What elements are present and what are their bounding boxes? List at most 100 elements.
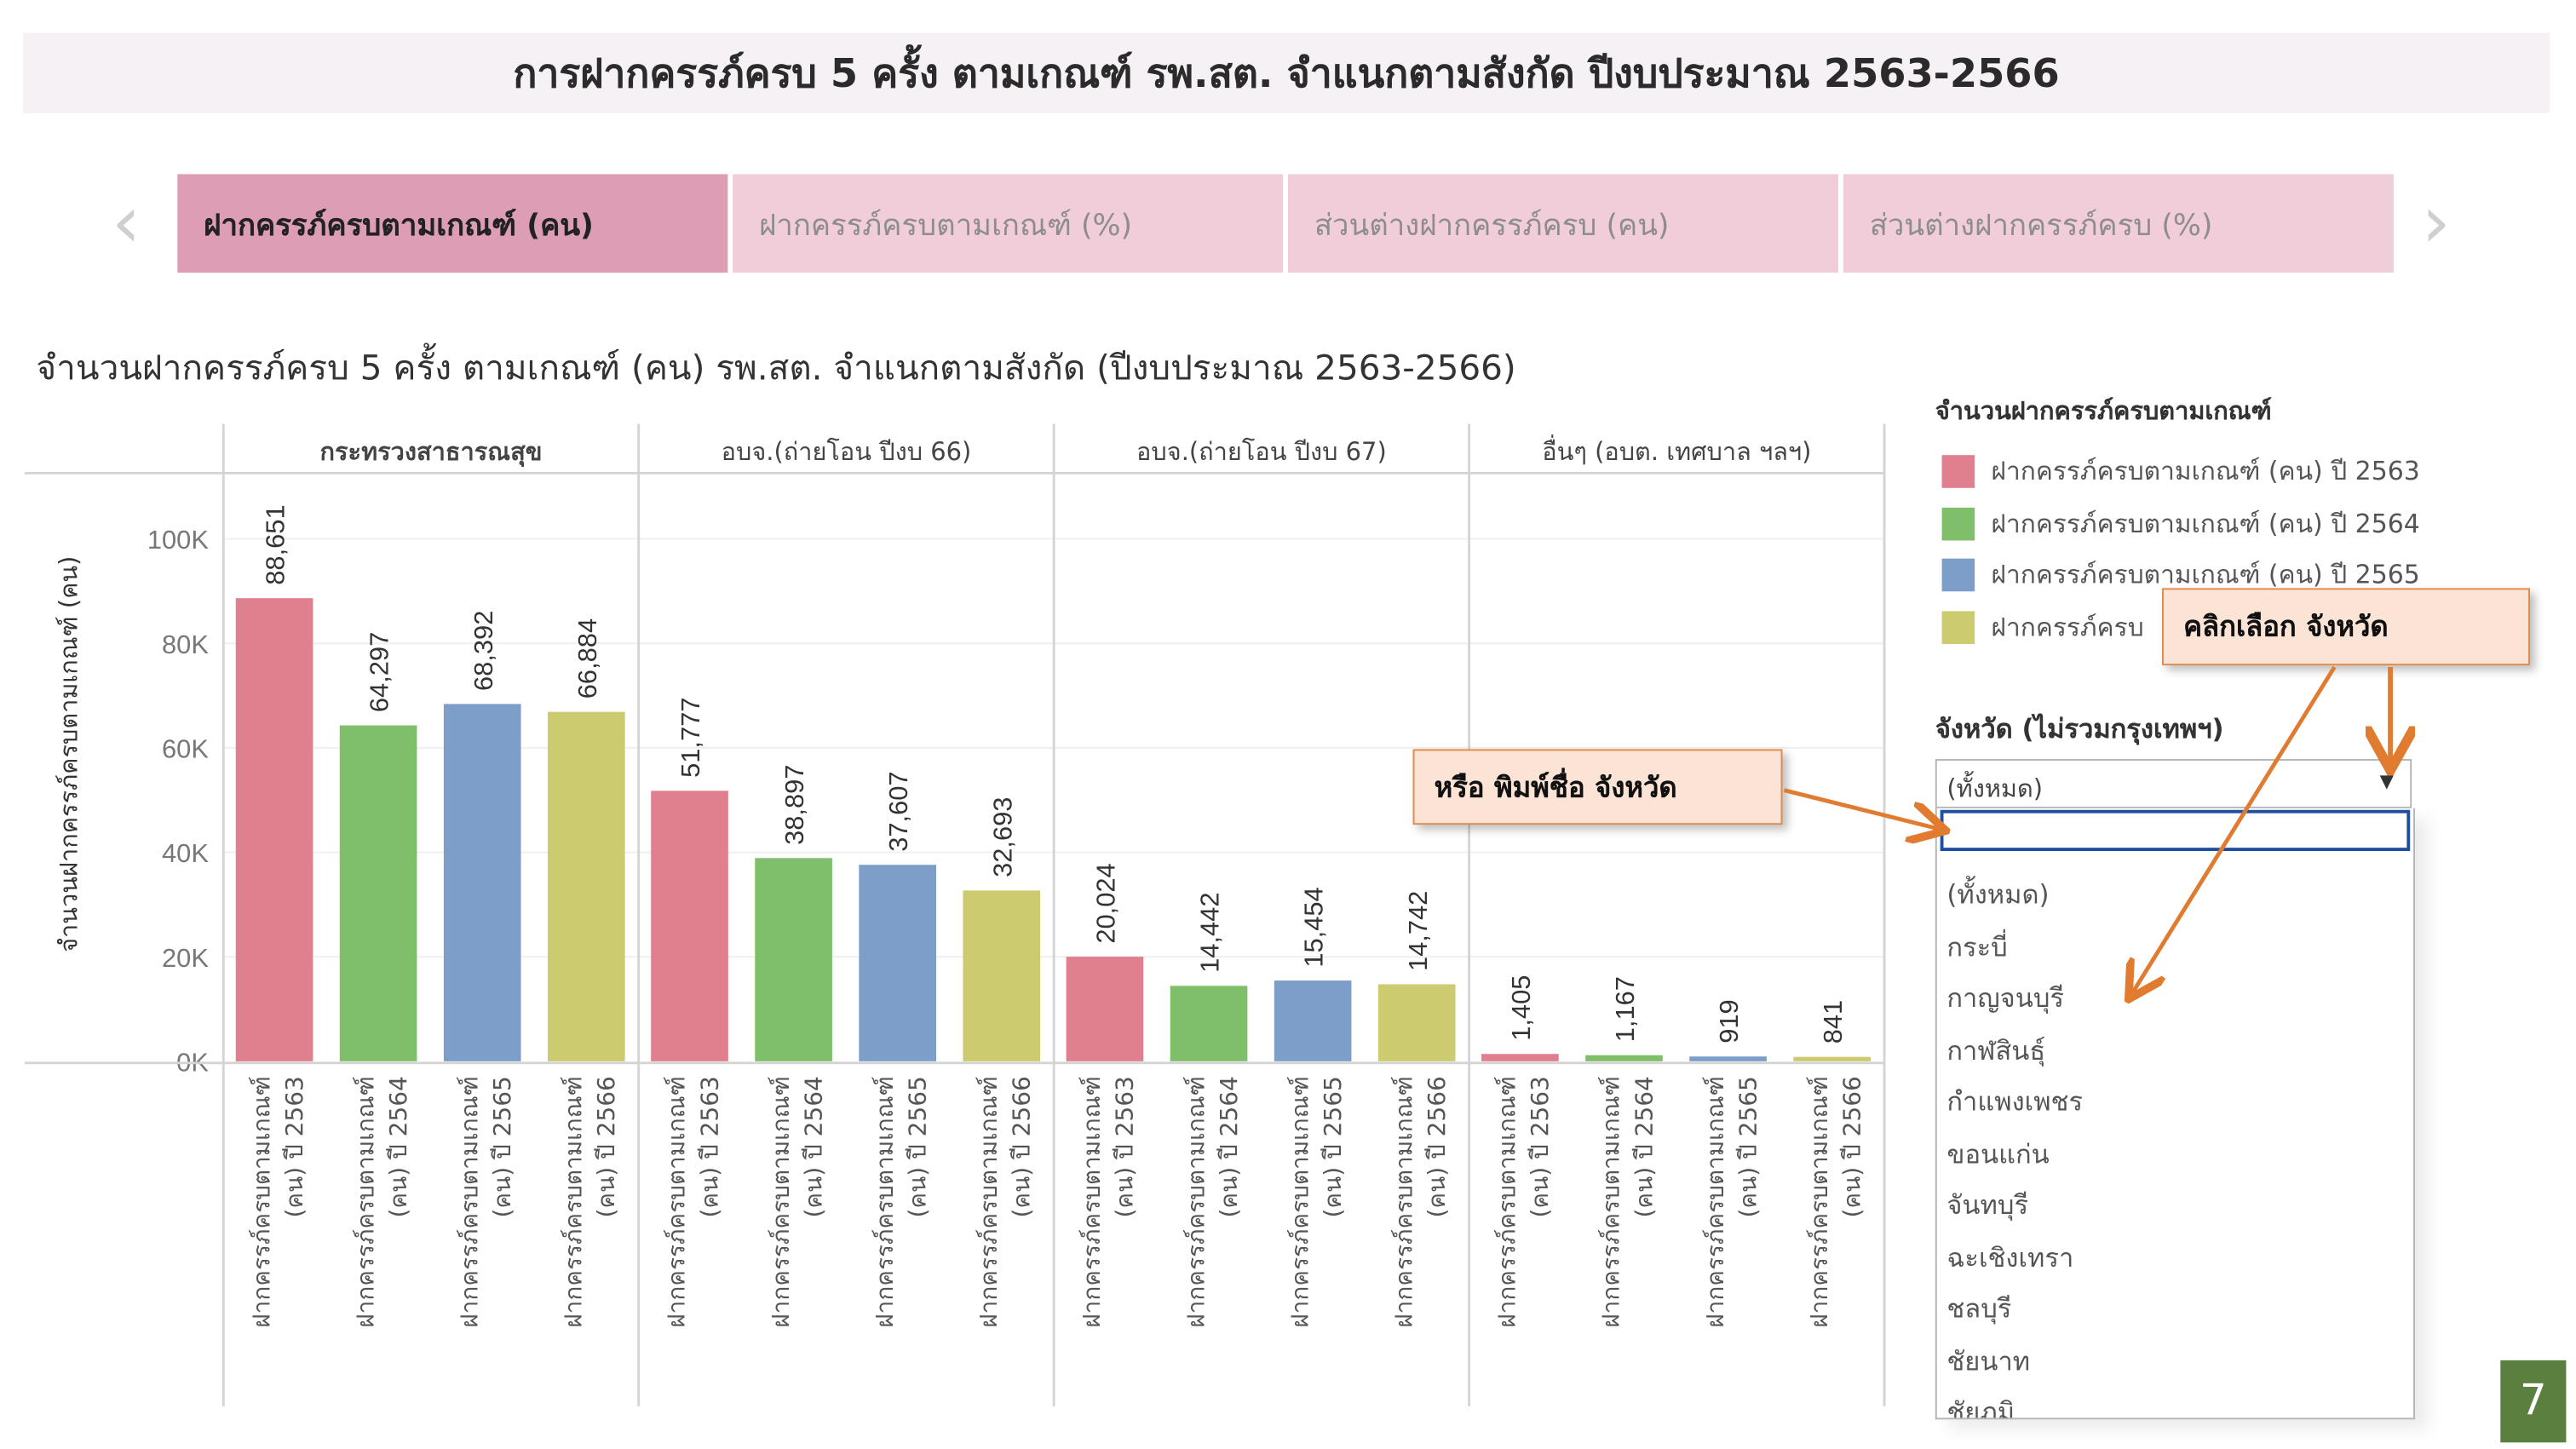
data-label: 66,884 <box>572 618 602 699</box>
panel-header: อื่นๆ (อบต. เทศบาล ฯลฯ) <box>1542 434 1811 466</box>
bar <box>1066 957 1144 1061</box>
province-option[interactable]: ขอนแก่น <box>1946 1137 2050 1170</box>
bar <box>339 725 417 1061</box>
province-option[interactable]: ฉะเชิงเทรา <box>1946 1241 2074 1273</box>
bar <box>1170 986 1248 1061</box>
caret-down-icon[interactable]: ▼ <box>2379 770 2394 792</box>
province-option[interactable]: ชัยนาท <box>1946 1344 2031 1377</box>
province-options: (ทั้งหมด) กระบี่ กาญจนบุรี กาฬสินธุ์ กำแ… <box>1946 871 2084 1420</box>
category-label: ฝากครรภ์ครบตามเกณฑ์ <box>351 1076 379 1328</box>
category-label: (คน) ปี 2566 <box>1423 1076 1451 1217</box>
category-label: (คน) ปี 2566 <box>592 1076 620 1217</box>
category-label: (คน) ปี 2565 <box>903 1076 931 1217</box>
data-label: 32,693 <box>987 797 1017 877</box>
data-label: 64,297 <box>365 632 394 712</box>
category-label: ฝากครรภ์ครบตามเกณฑ์ <box>975 1076 1003 1328</box>
province-option[interactable]: ชัยภูมิ <box>1946 1396 2015 1420</box>
tab-diff-percent[interactable]: ส่วนต่างฝากครรภ์ครบ (%) <box>1843 174 2394 273</box>
category-label: (คน) ปี 2564 <box>799 1076 827 1217</box>
category-label: (คน) ปี 2566 <box>1008 1076 1036 1217</box>
data-label: 88,651 <box>261 504 290 584</box>
data-label: 68,392 <box>469 611 498 691</box>
callout-or-type: หรือ พิมพ์ชื่อ จังหวัด <box>1412 749 1783 825</box>
category-label: ฝากครรภ์ครบตามเกณฑ์ <box>871 1076 899 1328</box>
province-dropdown[interactable]: (ทั้งหมด) ▼ <box>1935 758 2412 808</box>
category-label: ฝากครรภ์ครบตามเกณฑ์ <box>1078 1076 1106 1328</box>
province-option[interactable]: กาญจนบุรี <box>1946 982 2065 1014</box>
legend-item[interactable]: ฝากครรภ์ครบตามเกณฑ์ (คน) ปี 2565 <box>1941 554 2420 595</box>
legend-label: ฝากครรภ์ครบตามเกณฑ์ (คน) ปี 2564 <box>1991 509 2420 539</box>
category-label: ฝากครรภ์ครบตามเกณฑ์ <box>1182 1076 1210 1328</box>
bar <box>1274 980 1352 1061</box>
y-tick-label: 60K <box>162 733 209 763</box>
data-label: 919 <box>1714 999 1744 1043</box>
category-label: ฝากครรภ์ครบตามเกณฑ์ <box>1805 1076 1833 1328</box>
category-label: ฝากครรภ์ครบตามเกณฑ์ <box>1285 1076 1314 1328</box>
data-label: 14,442 <box>1195 893 1225 973</box>
province-search-input[interactable] <box>1940 809 2411 851</box>
category-label: (คน) ปี 2563 <box>1111 1076 1139 1217</box>
tab-percent[interactable]: ฝากครรภ์ครบตามเกณฑ์ (%) <box>733 174 1284 273</box>
y-tick-label: 80K <box>162 630 209 659</box>
legend-item[interactable]: ฝากครรภ์ครบตามเกณฑ์ (คน) ปี 2564 <box>1941 503 2420 543</box>
page-title-bar: การฝากครรภ์ครบ 5 ครั้ง ตามเกณฑ์ รพ.สต. จ… <box>22 32 2550 114</box>
data-label: 1,167 <box>1610 976 1640 1042</box>
province-option[interactable]: จันทบุรี <box>1946 1189 2029 1221</box>
category-label: (คน) ปี 2566 <box>1837 1076 1866 1217</box>
bar <box>651 791 728 1061</box>
category-label: ฝากครรภ์ครบตามเกณฑ์ <box>247 1076 275 1328</box>
page-title: การฝากครรภ์ครบ 5 ครั้ง ตามเกณฑ์ รพ.สต. จ… <box>513 50 2060 97</box>
bar <box>1377 984 1456 1061</box>
callout-click-select: คลิกเลือก จังหวัด <box>2161 588 2530 666</box>
legend-swatch <box>1941 454 1975 487</box>
y-axis-title: จำนวนฝากครรภ์ครบตามเกณฑ์ (คน) <box>55 556 83 952</box>
prev-tab-arrow-icon[interactable]: ‹ <box>112 181 141 265</box>
dropdown-selected-value: (ทั้งหมด) <box>1946 773 2044 804</box>
category-label: (คน) ปี 2563 <box>1526 1076 1554 1217</box>
category-label: ฝากครรภ์ครบตามเกณฑ์ <box>663 1076 691 1328</box>
tab-diff-count[interactable]: ส่วนต่างฝากครรภ์ครบ (คน) <box>1287 174 1839 273</box>
data-label: 1,405 <box>1506 975 1536 1041</box>
province-option[interactable]: กาฬสินธุ์ <box>1946 1034 2046 1066</box>
data-label: 51,777 <box>676 698 705 778</box>
legend-swatch <box>1941 610 1975 644</box>
category-label: (คน) ปี 2564 <box>1215 1076 1243 1217</box>
category-label: ฝากครรภ์ครบตามเกณฑ์ <box>560 1076 588 1328</box>
panel-header: อบจ.(ถ่ายโอน ปีงบ 66) <box>722 437 972 466</box>
legend-swatch <box>1941 506 1975 540</box>
legend-item[interactable]: ฝากครรภ์ครบตามเกณฑ์ (คน) ปี 2563 <box>1941 450 2420 491</box>
bar <box>1585 1055 1663 1061</box>
province-listbox[interactable]: (ทั้งหมด) กระบี่ กาญจนบุรี กาฬสินธุ์ กำแ… <box>1935 808 2415 1420</box>
bar <box>963 890 1041 1061</box>
province-option[interactable]: กระบี่ <box>1946 930 2008 963</box>
bar <box>1689 1056 1767 1061</box>
chart-title: จำนวนฝากครรภ์ครบ 5 ครั้ง ตามเกณฑ์ (คน) ร… <box>36 348 1516 388</box>
province-option[interactable]: (ทั้งหมด) <box>1946 878 2050 911</box>
category-label: (คน) ปี 2565 <box>1734 1076 1762 1217</box>
legend-item[interactable]: ฝากครรภ์ครบ <box>1941 607 2144 647</box>
data-label: 15,454 <box>1299 887 1329 967</box>
bar <box>755 858 832 1061</box>
province-filter-label: จังหวัด (ไม่รวมกรุงเทพฯ) <box>1935 712 2224 745</box>
bar <box>443 704 521 1061</box>
bar <box>859 865 936 1061</box>
bar-chart: 0K20K40K60K80K100Kจำนวนฝากครรภ์ครบตามเกณ… <box>24 423 1886 1406</box>
page-number: 7 <box>2500 1360 2567 1443</box>
y-tick-label: 40K <box>162 838 209 868</box>
bar <box>1481 1054 1559 1061</box>
category-label: (คน) ปี 2565 <box>488 1076 516 1217</box>
category-label: (คน) ปี 2563 <box>280 1076 308 1217</box>
tab-count[interactable]: ฝากครรภ์ครบตามเกณฑ์ (คน) <box>177 174 728 273</box>
panel-header: อบจ.(ถ่ายโอน ปีงบ 67) <box>1136 437 1387 466</box>
category-label: (คน) ปี 2564 <box>1630 1076 1658 1217</box>
category-label: (คน) ปี 2564 <box>384 1076 412 1217</box>
category-label: ฝากครรภ์ครบตามเกณฑ์ <box>767 1076 795 1328</box>
province-option[interactable]: ชลบุรี <box>1946 1292 2012 1325</box>
next-tab-arrow-icon[interactable]: › <box>2421 181 2451 265</box>
data-label: 841 <box>1818 1000 1848 1044</box>
legend-title: จำนวนฝากครรภ์ครบตามเกณฑ์ <box>1935 395 2272 426</box>
legend-label: ฝากครรภ์ครบตามเกณฑ์ (คน) ปี 2563 <box>1991 457 2420 486</box>
y-tick-label: 100K <box>147 525 209 555</box>
province-option[interactable]: กำแพงเพชร <box>1946 1085 2084 1118</box>
y-tick-label: 20K <box>162 943 209 973</box>
